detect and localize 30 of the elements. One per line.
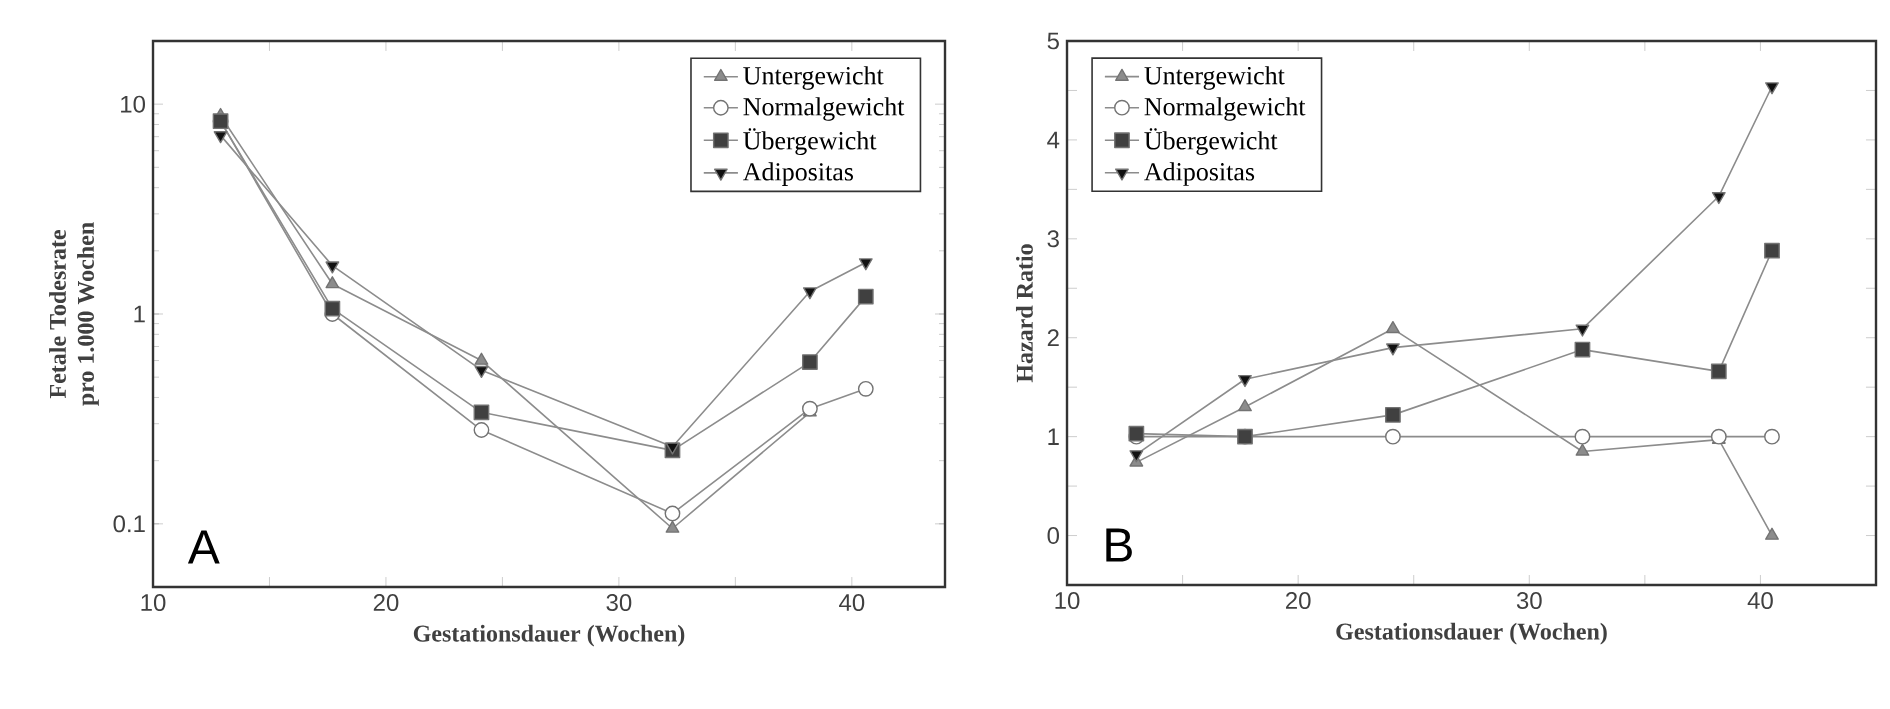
y-tick-label: 4 (1047, 131, 1060, 149)
y-tick-label: 0 (1047, 527, 1060, 545)
legend-label: Normalgewicht (743, 97, 905, 121)
x-tick-label: 20 (373, 594, 399, 612)
y-tick-label: 5 (1047, 32, 1059, 50)
x-axis-title: Gestationsdauer (Wochen) (1336, 622, 1607, 645)
x-tick-label: 30 (1516, 592, 1542, 610)
x-tick-label: 40 (839, 594, 865, 612)
legend-label: Untergewicht (743, 66, 884, 90)
y-tick-label: 1 (1048, 428, 1059, 445)
y-tick-label: 3 (1047, 230, 1059, 248)
x-tick-label: 30 (606, 594, 632, 612)
y-tick-label: 1 (134, 305, 145, 323)
legend-label: Normalgewicht (1144, 97, 1306, 121)
legend-label: Adipositas (742, 162, 854, 186)
annotation: B (1106, 528, 1132, 562)
y-tick-label: 2 (1047, 329, 1059, 347)
legend-label: Adipositas (1144, 162, 1255, 186)
y-tick-label: 10 (121, 95, 146, 113)
y-axis-title: Hazard Ratio (1015, 244, 1033, 383)
x-tick-label: 40 (1747, 592, 1773, 610)
legend-label: Untergewicht (1144, 66, 1285, 90)
annotation: A (187, 530, 220, 564)
y-tick-label: 0.1 (113, 515, 145, 533)
x-tick-label: 20 (1286, 592, 1311, 610)
legend-label: Übergewicht (743, 128, 877, 155)
y-axis-title: Fetale Todesrate pro 1.000 Wochen (49, 222, 99, 406)
legend-label: Übergewicht (1144, 128, 1278, 155)
x-tick-label: 10 (141, 594, 166, 612)
x-axis-title: Gestationsdauer (Wochen) (413, 624, 685, 647)
